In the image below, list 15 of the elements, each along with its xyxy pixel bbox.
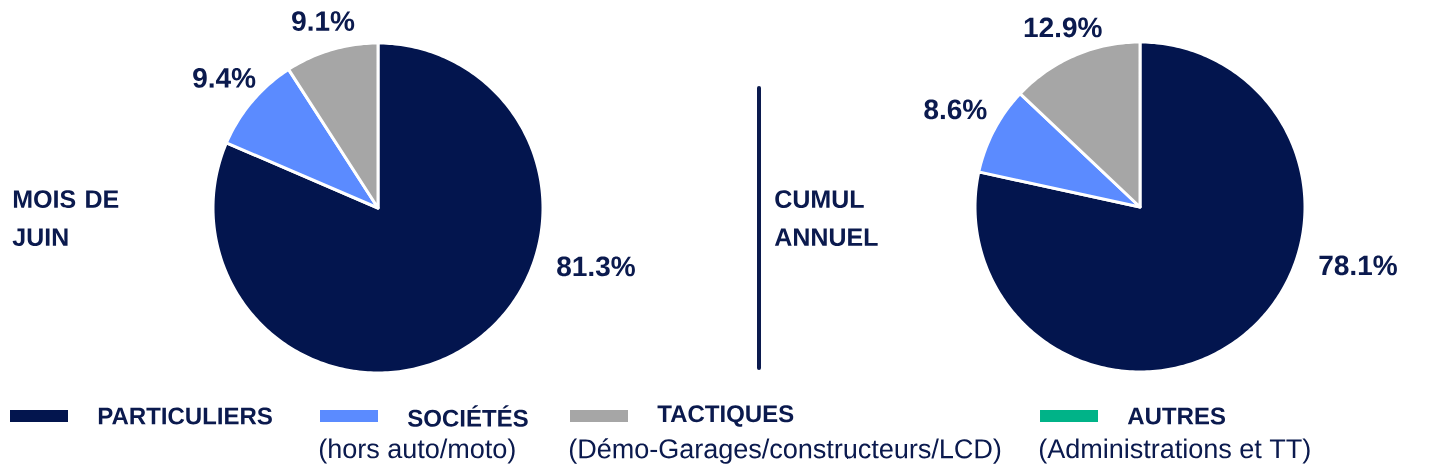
legend-label: AUTRES <box>1127 407 1226 425</box>
data-label: 12.9% <box>1024 17 1102 38</box>
legend-label: PARTICULIERS <box>98 407 272 425</box>
legend-label: TACTIQUES <box>657 405 794 427</box>
data-label: 9.4% <box>193 68 256 88</box>
text: (Administrations et TT) <box>1039 438 1310 464</box>
slice-label: CUMUL ANNUEL <box>774 190 878 246</box>
text: (hors auto/moto) <box>319 438 515 464</box>
data-label: 78.1% <box>1319 255 1397 276</box>
legend-label: SOCIÉTÉS <box>407 405 528 427</box>
data-label: 9.1% <box>292 11 355 31</box>
data-label: 8.6% <box>924 99 987 120</box>
data-label: 81.3% <box>557 256 635 277</box>
slice-label: MOIS DE JUIN <box>12 190 119 246</box>
text: (Démo-Garages/constructeurs/LCD) <box>569 438 1001 464</box>
